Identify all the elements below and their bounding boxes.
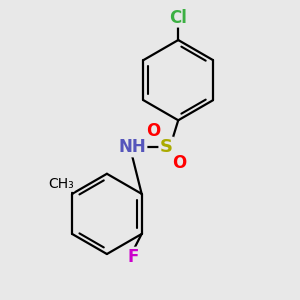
Text: O: O (146, 122, 160, 140)
Text: F: F (128, 248, 139, 266)
Text: S: S (160, 138, 173, 156)
Text: CH₃: CH₃ (48, 177, 74, 191)
Text: Cl: Cl (169, 9, 187, 27)
Text: O: O (172, 154, 187, 172)
Text: NH: NH (118, 138, 146, 156)
